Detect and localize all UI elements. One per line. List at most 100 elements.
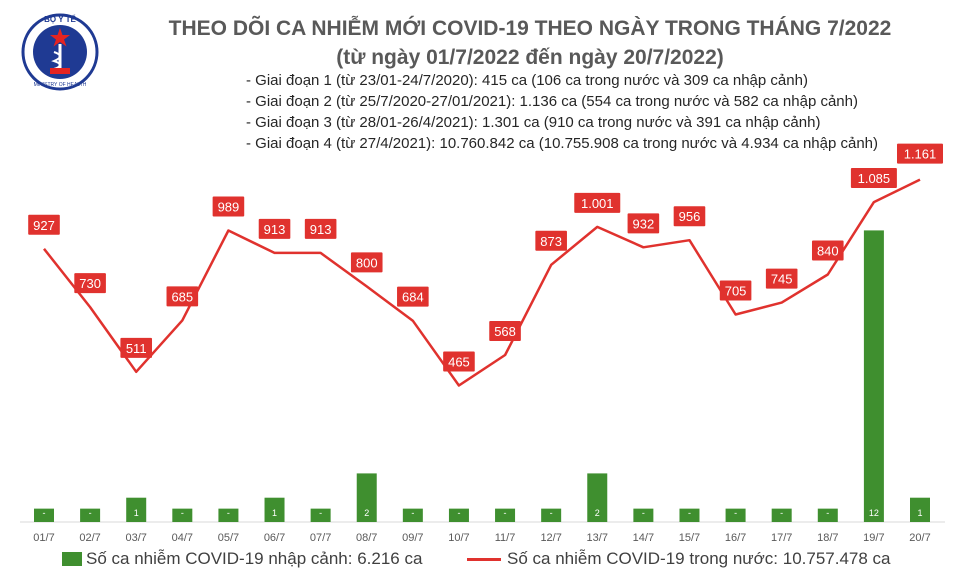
bar-label-13/7: 2: [595, 508, 600, 518]
line-label-09/7: 684: [402, 290, 424, 305]
x-tick-16/7: 16/7: [725, 532, 746, 544]
legend-line-swatch: [467, 557, 501, 561]
x-tick-20/7: 20/7: [909, 532, 930, 544]
line-label-box-18/7: [811, 240, 844, 261]
line-label-07/7: 913: [310, 222, 332, 237]
x-tick-08/7: 08/7: [356, 532, 377, 544]
bar-label-04/7: -: [181, 508, 184, 518]
bar-label-08/7: 2: [364, 508, 369, 518]
bar-18/7: [817, 508, 838, 522]
x-tick-09/7: 09/7: [402, 532, 423, 544]
bar-label-10/7: -: [457, 508, 460, 518]
bar-14/7: [633, 508, 654, 522]
bar-label-07/7: -: [319, 508, 322, 518]
x-tick-02/7: 02/7: [79, 532, 100, 544]
legend-bar-swatch: [62, 552, 82, 566]
line-label-06/7: 913: [264, 222, 286, 237]
line-label-box-01/7: [28, 214, 60, 235]
line-label-01/7: 927: [33, 218, 55, 233]
line-label-16/7: 705: [725, 283, 747, 298]
note-phase-2: - Giai đoạn 2 (từ 25/7/2020-27/01/2021):…: [246, 93, 858, 110]
line-label-11/7: 568: [494, 324, 516, 339]
bar-label-05/7: -: [227, 508, 230, 518]
line-label-box-06/7: [258, 218, 291, 239]
line-label-box-20/7: [897, 143, 943, 164]
legend-line-label: Số ca nhiễm COVID-19 trong nước: 10.757.…: [507, 549, 891, 568]
bar-label-20/7: 1: [917, 508, 922, 518]
line-label-box-19/7: [850, 168, 897, 189]
line-label-19/7: 1.085: [858, 171, 891, 186]
bar-label-06/7: 1: [272, 508, 277, 518]
bar-label-14/7: -: [642, 508, 645, 518]
bar-17/7: [771, 508, 792, 522]
x-tick-06/7: 06/7: [264, 532, 285, 544]
bar-label-17/7: -: [780, 508, 783, 518]
line-label-box-05/7: [212, 196, 245, 217]
bar-05/7: [218, 508, 239, 522]
bar-label-02/7: -: [89, 508, 92, 518]
x-tick-15/7: 15/7: [679, 532, 700, 544]
x-tick-17/7: 17/7: [771, 532, 792, 544]
line-label-12/7: 873: [540, 234, 562, 249]
bar-11/7: [495, 508, 516, 522]
line-label-13/7: 1.001: [581, 196, 614, 211]
x-tick-12/7: 12/7: [540, 532, 561, 544]
bar-label-16/7: -: [734, 508, 737, 518]
bar-label-18/7: -: [826, 508, 829, 518]
line-label-box-07/7: [304, 218, 337, 239]
line-label-box-02/7: [74, 273, 106, 294]
x-tick-05/7: 05/7: [218, 532, 239, 544]
bar-label-15/7: -: [688, 508, 691, 518]
bar-02/7: [80, 508, 101, 522]
line-label-box-08/7: [350, 252, 383, 273]
line-label-box-11/7: [489, 320, 521, 341]
legend-line-item: Số ca nhiễm COVID-19 trong nước: 10.757.…: [467, 549, 891, 569]
bar-label-01/7: -: [43, 508, 46, 518]
bar-06/7: [264, 497, 285, 522]
x-tick-03/7: 03/7: [125, 532, 146, 544]
line-label-box-04/7: [166, 286, 199, 307]
x-tick-10/7: 10/7: [448, 532, 469, 544]
line-label-box-10/7: [443, 351, 475, 372]
line-label-box-12/7: [535, 230, 567, 251]
line-label-box-13/7: [574, 192, 621, 213]
bar-08/7: [356, 473, 377, 522]
line-label-box-14/7: [627, 213, 660, 234]
title-line-2: (từ ngày 01/7/2022 đến ngày 20/7/2022): [336, 46, 724, 69]
x-tick-07/7: 07/7: [310, 532, 331, 544]
ministry-of-health-logo: BỘ Y TẾ MINISTRY OF HEALTH: [21, 13, 99, 91]
bar-label-11/7: -: [504, 508, 507, 518]
line-label-box-17/7: [765, 268, 798, 289]
x-tick-14/7: 14/7: [633, 532, 654, 544]
bar-13/7: [587, 473, 608, 522]
bar-07/7: [310, 508, 331, 522]
logo-top-text: BỘ Y TẾ: [44, 14, 76, 24]
logo-bottom-text: MINISTRY OF HEALTH: [34, 82, 87, 88]
line-label-20/7: 1.161: [904, 147, 937, 162]
line-label-05/7: 989: [218, 199, 240, 214]
bar-03/7: [126, 497, 147, 522]
bar-04/7: [172, 508, 193, 522]
line-label-14/7: 932: [633, 216, 655, 231]
bar-19/7: [863, 230, 884, 522]
bar-label-03/7: 1: [134, 508, 139, 518]
line-label-10/7: 465: [448, 354, 470, 369]
phase-notes: - Giai đoạn 1 (từ 23/01-24/7/2020): 415 …: [246, 70, 878, 154]
note-phase-4: - Giai đoạn 4 (từ 27/4/2021): 10.760.842…: [246, 135, 879, 152]
x-tick-04/7: 04/7: [172, 532, 193, 544]
x-tick-13/7: 13/7: [587, 532, 608, 544]
line-label-04/7: 685: [171, 289, 193, 304]
bar-12/7: [541, 508, 562, 522]
line-label-box-16/7: [719, 280, 752, 301]
legend-bar-label: Số ca nhiễm COVID-19 nhập cảnh: 6.216 ca: [86, 549, 423, 568]
line-label-box-03/7: [120, 337, 153, 358]
line-label-17/7: 745: [771, 272, 793, 287]
bar-09/7: [402, 508, 423, 522]
line-label-18/7: 840: [817, 244, 839, 259]
bar-label-19/7: 12: [869, 508, 879, 518]
line-label-box-15/7: [673, 206, 706, 227]
chart-title: THEO DÕI CA NHIỄM MỚI COVID-19 THEO NGÀY…: [110, 14, 950, 72]
x-tick-01/7: 01/7: [33, 532, 54, 544]
title-line-1: THEO DÕI CA NHIỄM MỚI COVID-19 THEO NGÀY…: [168, 17, 892, 40]
